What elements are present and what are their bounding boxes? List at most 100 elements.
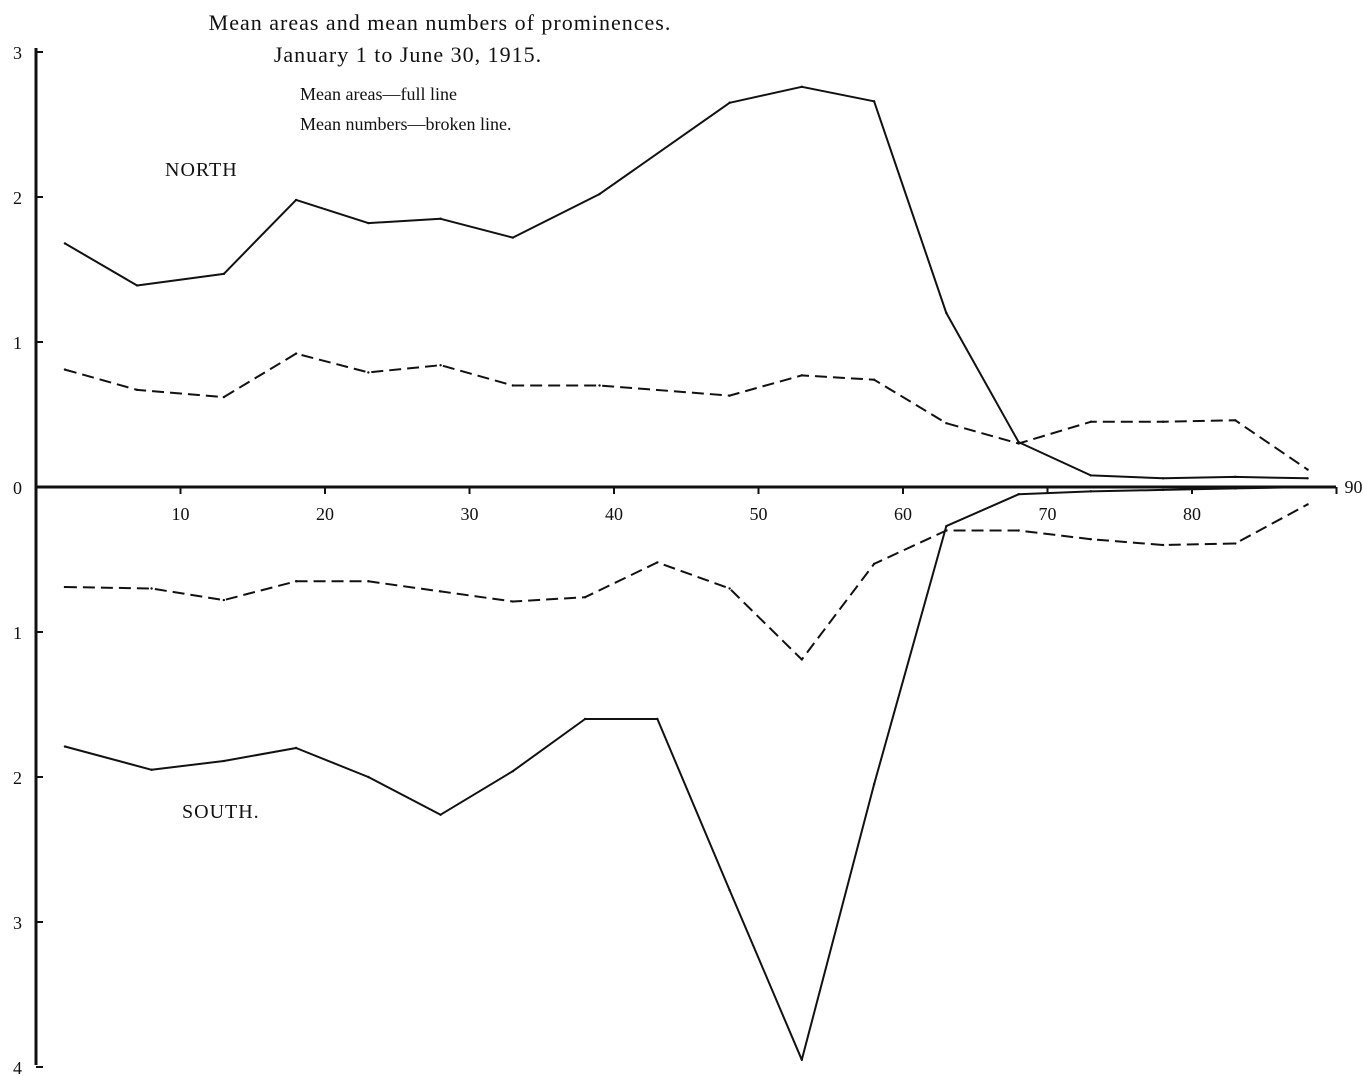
point-north-numbers-10 [872, 378, 876, 381]
point-south-areas-6 [511, 770, 515, 773]
point-south-areas-4 [367, 775, 370, 779]
series-line-south-areas [64, 486, 1308, 1061]
point-south-numbers-16 [1234, 542, 1237, 545]
y-tick-label-south-4: 4 [13, 1058, 22, 1076]
point-south-numbers-3 [294, 580, 298, 583]
point-south-numbers-8 [656, 561, 659, 564]
point-south-areas-3 [294, 746, 298, 750]
point-south-numbers-12 [945, 529, 948, 532]
point-south-areas-14 [1089, 490, 1093, 493]
point-north-numbers-12 [1017, 442, 1020, 445]
point-north-areas-14 [1161, 477, 1165, 480]
south-label: SOUTH. [182, 801, 260, 823]
x-tick-label-80: 80 [1183, 504, 1201, 524]
x-tick-label-20: 20 [316, 504, 334, 524]
point-south-areas-8 [656, 717, 659, 721]
point-south-numbers-6 [511, 600, 515, 603]
point-north-numbers-14 [1161, 420, 1165, 423]
x-tick-label-40: 40 [605, 504, 623, 524]
point-north-numbers-0 [63, 368, 67, 371]
point-north-areas-0 [63, 242, 67, 245]
point-south-numbers-0 [63, 585, 67, 589]
point-south-areas-7 [583, 717, 587, 721]
y-tick-label-north-0: 0 [13, 478, 22, 498]
point-south-numbers-15 [1161, 543, 1165, 547]
y-tick-label-south-1: 1 [13, 623, 22, 643]
chart-subtitle: January 1 to June 30, 1915. [274, 42, 542, 67]
point-north-areas-10 [872, 100, 876, 103]
point-north-areas-3 [294, 198, 298, 202]
x-tick-label-30: 30 [461, 504, 479, 524]
series-group [63, 85, 1309, 1061]
point-south-areas-10 [800, 1058, 804, 1061]
series-line-north-areas [64, 85, 1308, 480]
point-south-numbers-4 [367, 580, 370, 583]
point-north-numbers-1 [135, 388, 139, 392]
point-north-numbers-15 [1234, 419, 1237, 422]
point-south-numbers-5 [439, 590, 442, 593]
y-tick-label-north-3: 3 [13, 43, 22, 63]
point-north-numbers-9 [800, 374, 804, 377]
series-line-north-numbers [64, 352, 1309, 471]
x-tick-label-50: 50 [750, 504, 768, 524]
point-north-areas-15 [1234, 475, 1237, 479]
point-south-areas-15 [1161, 488, 1165, 492]
point-north-numbers-4 [367, 371, 370, 374]
legend-full-line: Mean areas—full line [300, 84, 457, 104]
point-north-areas-9 [800, 85, 804, 89]
north-label: NORTH [165, 159, 238, 181]
point-north-areas-4 [367, 221, 370, 225]
point-north-numbers-5 [439, 364, 442, 367]
point-north-numbers-6 [511, 384, 515, 387]
point-south-areas-16 [1234, 487, 1237, 490]
point-north-numbers-13 [1089, 420, 1093, 423]
x-tick-label-90: 90 [1345, 477, 1363, 497]
point-south-areas-12 [945, 524, 948, 528]
y-tick-label-north-2: 2 [13, 188, 22, 208]
point-north-numbers-2 [222, 395, 226, 399]
point-north-numbers-7 [598, 384, 601, 387]
point-south-areas-17 [1306, 485, 1309, 489]
point-south-areas-11 [872, 783, 876, 786]
point-south-areas-5 [439, 813, 442, 816]
point-south-numbers-7 [583, 596, 587, 599]
x-tick-label-70: 70 [1039, 504, 1057, 524]
series-line-south-numbers [64, 503, 1309, 661]
x-ticks: 10 20 30 40 50 60 70 80 90 [172, 477, 1363, 524]
point-north-areas-7 [598, 192, 601, 196]
point-north-areas-11 [945, 311, 948, 315]
point-south-numbers-17 [1306, 503, 1309, 506]
point-south-areas-2 [222, 759, 226, 763]
chart-title: Mean areas and mean numbers of prominenc… [209, 10, 672, 35]
point-south-numbers-1 [150, 587, 153, 590]
legend-broken-line: Mean numbers—broken line. [300, 114, 511, 134]
point-south-areas-0 [63, 745, 67, 748]
point-south-areas-9 [728, 888, 731, 892]
x-tick-label-10: 10 [172, 504, 190, 524]
point-south-areas-13 [1017, 493, 1020, 496]
x-tick-label-60: 60 [894, 504, 912, 524]
point-north-areas-2 [222, 272, 226, 276]
point-south-numbers-9 [728, 587, 731, 590]
point-north-areas-1 [135, 284, 139, 287]
y-tick-label-south-3: 3 [13, 913, 22, 933]
point-south-numbers-11 [872, 562, 876, 566]
y-tick-label-south-2: 2 [13, 768, 22, 788]
point-north-areas-6 [511, 236, 515, 239]
y-tick-label-north-1: 1 [13, 333, 22, 353]
point-north-numbers-11 [945, 422, 948, 425]
point-south-numbers-2 [222, 598, 226, 602]
point-south-numbers-14 [1089, 538, 1093, 541]
point-north-areas-13 [1089, 474, 1093, 477]
point-north-numbers-3 [294, 352, 298, 355]
point-north-areas-8 [728, 101, 731, 104]
point-north-numbers-16 [1306, 468, 1309, 471]
y-ticks: 0 1 2 3 1 2 3 4 [13, 43, 43, 1076]
point-north-areas-5 [439, 217, 442, 220]
point-north-areas-16 [1306, 477, 1309, 480]
point-south-numbers-10 [800, 658, 804, 661]
point-south-areas-1 [150, 768, 153, 771]
point-south-numbers-13 [1017, 529, 1020, 532]
point-north-numbers-8 [728, 394, 731, 397]
